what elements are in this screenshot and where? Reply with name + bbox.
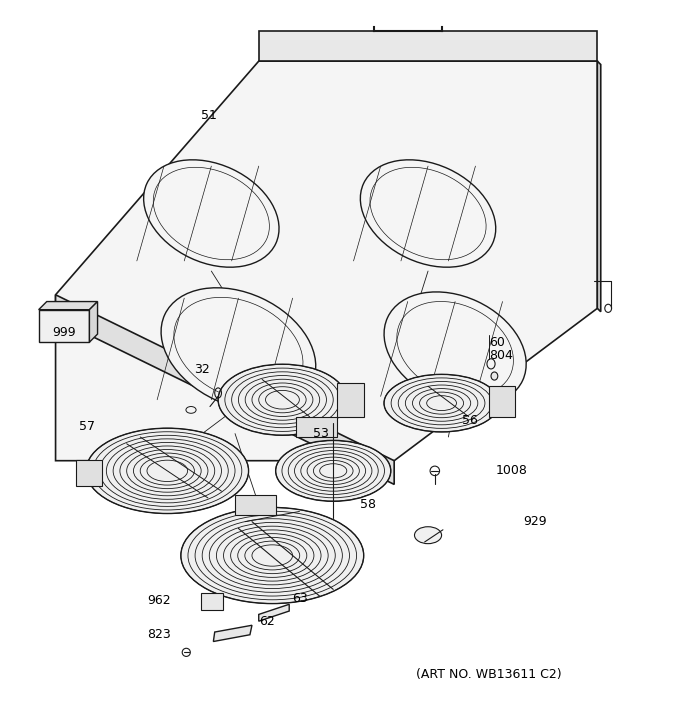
Ellipse shape — [232, 372, 333, 428]
FancyBboxPatch shape — [337, 383, 364, 417]
Ellipse shape — [288, 447, 378, 494]
Ellipse shape — [231, 534, 314, 577]
Polygon shape — [258, 604, 289, 621]
Ellipse shape — [245, 541, 300, 570]
Ellipse shape — [384, 292, 526, 406]
Ellipse shape — [238, 537, 307, 573]
FancyBboxPatch shape — [201, 593, 223, 610]
Text: 32: 32 — [194, 362, 210, 376]
Ellipse shape — [120, 446, 215, 496]
Ellipse shape — [413, 389, 471, 418]
Ellipse shape — [106, 439, 228, 503]
Polygon shape — [39, 302, 97, 310]
Polygon shape — [214, 625, 252, 642]
Ellipse shape — [195, 515, 350, 596]
Ellipse shape — [405, 385, 478, 421]
Polygon shape — [597, 61, 600, 312]
Text: 999: 999 — [52, 326, 75, 339]
Text: 1008: 1008 — [496, 464, 528, 477]
Ellipse shape — [313, 460, 353, 481]
Ellipse shape — [143, 160, 279, 268]
Ellipse shape — [161, 288, 316, 410]
Ellipse shape — [209, 523, 335, 589]
Text: 962: 962 — [147, 594, 171, 608]
Ellipse shape — [202, 518, 342, 592]
Ellipse shape — [113, 442, 222, 500]
Ellipse shape — [282, 444, 384, 498]
Ellipse shape — [391, 378, 492, 428]
Ellipse shape — [140, 457, 194, 485]
Ellipse shape — [133, 453, 201, 489]
Ellipse shape — [398, 381, 485, 425]
Ellipse shape — [252, 545, 292, 566]
Ellipse shape — [147, 460, 188, 481]
Ellipse shape — [265, 391, 299, 409]
FancyBboxPatch shape — [296, 417, 337, 437]
Ellipse shape — [86, 428, 249, 513]
Ellipse shape — [301, 454, 366, 488]
FancyBboxPatch shape — [76, 460, 101, 486]
Ellipse shape — [216, 526, 328, 585]
Ellipse shape — [99, 435, 235, 506]
Ellipse shape — [252, 383, 313, 416]
Text: 60: 60 — [489, 336, 505, 349]
Ellipse shape — [415, 527, 441, 544]
Ellipse shape — [491, 372, 498, 380]
Ellipse shape — [320, 464, 347, 478]
FancyBboxPatch shape — [489, 386, 515, 417]
Ellipse shape — [384, 374, 499, 432]
Ellipse shape — [225, 368, 340, 431]
Polygon shape — [90, 302, 97, 342]
Text: 56: 56 — [462, 413, 478, 426]
Ellipse shape — [126, 450, 208, 492]
Ellipse shape — [224, 530, 321, 581]
Ellipse shape — [181, 507, 364, 603]
Text: (ART NO. WB13611 C2): (ART NO. WB13611 C2) — [416, 668, 562, 681]
Ellipse shape — [245, 379, 320, 420]
Text: 823: 823 — [147, 629, 171, 641]
Ellipse shape — [218, 365, 347, 435]
Ellipse shape — [188, 511, 356, 600]
Text: 62: 62 — [258, 615, 275, 628]
Ellipse shape — [426, 396, 456, 410]
Polygon shape — [258, 30, 597, 61]
Ellipse shape — [275, 441, 391, 501]
Text: 58: 58 — [360, 498, 376, 511]
Text: 804: 804 — [489, 349, 513, 362]
Ellipse shape — [360, 160, 496, 268]
Ellipse shape — [420, 392, 464, 414]
Polygon shape — [56, 61, 597, 460]
FancyBboxPatch shape — [235, 494, 275, 515]
Ellipse shape — [294, 450, 372, 491]
Ellipse shape — [307, 457, 359, 484]
Text: 53: 53 — [313, 427, 329, 440]
Ellipse shape — [258, 386, 306, 413]
Text: 929: 929 — [523, 515, 547, 528]
Polygon shape — [56, 295, 394, 484]
Ellipse shape — [92, 432, 242, 510]
Text: 51: 51 — [201, 109, 217, 122]
Ellipse shape — [239, 376, 326, 424]
FancyBboxPatch shape — [39, 310, 90, 342]
Text: 57: 57 — [80, 420, 95, 434]
Text: 63: 63 — [292, 592, 308, 605]
